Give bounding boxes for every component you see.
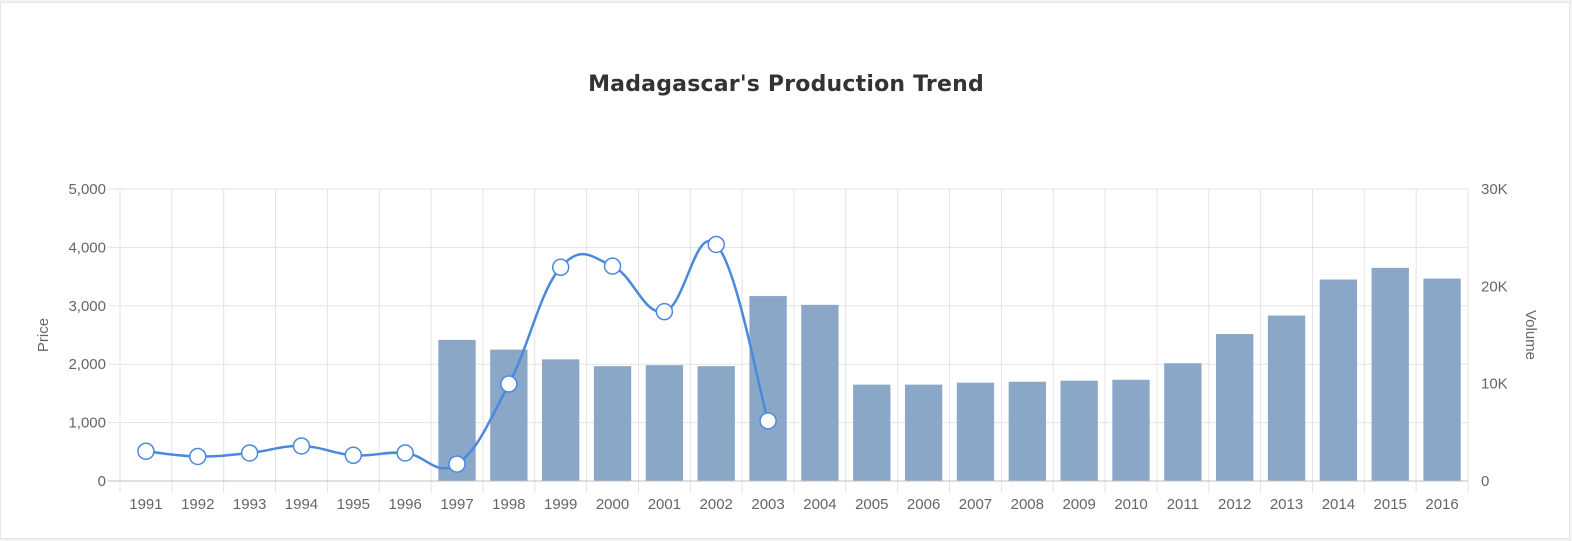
bar	[1008, 381, 1046, 481]
price-point	[500, 375, 518, 393]
x-tick-label: 2011	[1167, 496, 1199, 513]
price-point	[292, 437, 311, 455]
bar	[697, 366, 735, 481]
y-left-axis-title: Price	[35, 318, 52, 352]
price-point	[137, 442, 155, 460]
bar	[1216, 334, 1254, 481]
x-tick-label: 2009	[1062, 496, 1095, 513]
price-point	[759, 412, 777, 430]
y-left-tick-label: 0	[98, 473, 106, 490]
bar	[1060, 380, 1098, 481]
x-tick-label: 2001	[648, 496, 681, 513]
bar	[1267, 315, 1306, 481]
bar	[593, 366, 632, 481]
bar	[853, 384, 891, 481]
bar	[1319, 279, 1358, 481]
y-left-tick-label: 2,000	[68, 356, 106, 373]
y-right-tick-label: 10K	[1481, 376, 1508, 393]
x-tick-label: 1995	[337, 496, 370, 513]
x-tick-label: 1998	[492, 496, 525, 513]
x-tick-label: 2016	[1425, 496, 1458, 513]
x-tick-label: 2006	[907, 496, 940, 513]
chart-title: Madagascar's Production Trend	[588, 72, 984, 97]
x-tick-label: 1996	[388, 496, 421, 513]
y-left-tick-label: 1,000	[68, 415, 106, 432]
y-left-tick-label: 4,000	[68, 239, 106, 256]
x-tick-label: 2015	[1374, 496, 1407, 513]
y-right-tick-label: 20K	[1481, 278, 1508, 295]
bar	[1164, 363, 1202, 481]
x-tick-label: 2002	[700, 496, 733, 513]
y-right-tick-label: 30K	[1481, 181, 1508, 198]
x-tick-label: 1999	[544, 496, 577, 513]
bar	[542, 359, 580, 481]
y-left-tick-label: 5,000	[68, 181, 106, 198]
bar	[1423, 278, 1461, 481]
price-point	[707, 235, 725, 254]
x-tick-label: 2012	[1218, 496, 1251, 513]
bar	[645, 365, 684, 481]
y-right-tick-label: 0	[1481, 473, 1489, 490]
price-point	[344, 446, 363, 465]
bar	[1112, 379, 1150, 481]
price-point	[240, 444, 259, 462]
bar	[749, 296, 787, 481]
x-tick-label: 2004	[803, 496, 836, 513]
bar	[956, 382, 995, 481]
x-tick-label: 1992	[181, 496, 214, 513]
x-tick-label: 1993	[233, 496, 266, 513]
x-tick-label: 2005	[855, 496, 888, 513]
price-point	[396, 444, 414, 462]
price-point	[448, 455, 466, 473]
x-tick-label: 2007	[959, 496, 992, 513]
x-tick-label: 2010	[1114, 496, 1147, 513]
x-tick-label: 2013	[1270, 496, 1303, 513]
x-tick-label: 2008	[1011, 496, 1044, 513]
x-tick-label: 2000	[596, 496, 629, 513]
price-point	[655, 302, 674, 321]
price-point	[603, 257, 622, 275]
x-tick-label: 2014	[1322, 496, 1355, 513]
price-point	[189, 447, 207, 466]
bar	[801, 304, 839, 481]
bar	[904, 384, 943, 481]
x-tick-label: 1994	[285, 496, 318, 513]
y-left-tick-label: 3,000	[68, 298, 106, 315]
x-tick-label: 2003	[751, 496, 784, 513]
bar	[1371, 267, 1409, 481]
bar	[490, 349, 528, 481]
x-tick-label: 1991	[129, 496, 162, 513]
x-tick-label: 1997	[440, 496, 473, 513]
y-right-axis-title: Volume	[1522, 310, 1539, 360]
price-line	[145, 239, 770, 470]
price-point	[551, 258, 570, 277]
